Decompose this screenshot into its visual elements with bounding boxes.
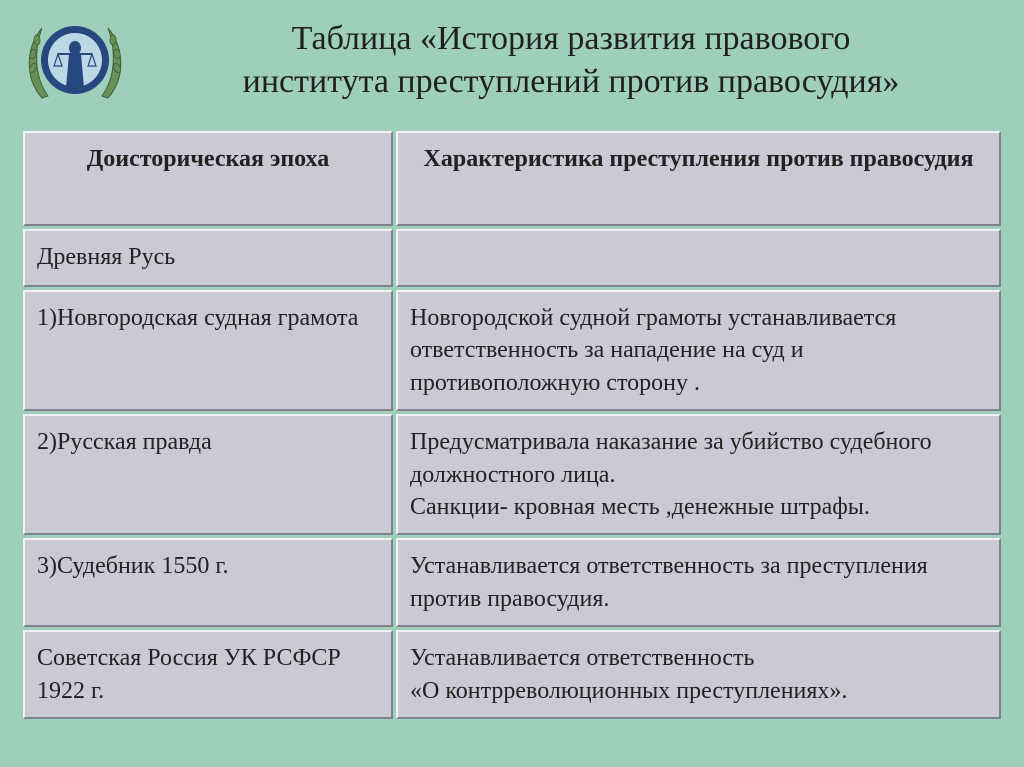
justice-logo-icon [20, 10, 130, 110]
table-row: 2)Русская правда Предусматривала наказан… [23, 414, 1001, 535]
cell-desc: Новгородской судной грамоты устанавливае… [396, 290, 1001, 411]
table-row: Советская Россия УК РСФСР 1922 г. Устана… [23, 630, 1001, 719]
history-table: Доисторическая эпоха Характеристика прес… [20, 128, 1004, 722]
table-row: 1)Новгородская судная грамота Новгородск… [23, 290, 1001, 411]
table-row: 3)Судебник 1550 г. Устанавливается ответ… [23, 538, 1001, 627]
title-line-2: института преступлений против правосудия… [138, 61, 1004, 104]
cell-desc [396, 229, 1001, 287]
cell-era: 3)Судебник 1550 г. [23, 538, 393, 627]
title-line-1: Таблица «История развития правового [138, 18, 1004, 61]
col-header-era: Доисторическая эпоха [23, 131, 393, 226]
slide-title: Таблица «История развития правового инст… [138, 10, 1004, 103]
cell-era: 2)Русская правда [23, 414, 393, 535]
cell-era: Советская Россия УК РСФСР 1922 г. [23, 630, 393, 719]
cell-era: 1)Новгородская судная грамота [23, 290, 393, 411]
header: Таблица «История развития правового инст… [20, 10, 1004, 110]
slide: Таблица «История развития правового инст… [0, 0, 1024, 767]
cell-desc: Устанавливается ответственность«О контрр… [396, 630, 1001, 719]
table-header-row: Доисторическая эпоха Характеристика прес… [23, 131, 1001, 226]
table-row: Древняя Русь [23, 229, 1001, 287]
cell-desc: Устанавливается ответственность за прест… [396, 538, 1001, 627]
cell-desc: Предусматривала наказание за убийство су… [396, 414, 1001, 535]
cell-era: Древняя Русь [23, 229, 393, 287]
col-header-desc: Характеристика преступления против право… [396, 131, 1001, 226]
